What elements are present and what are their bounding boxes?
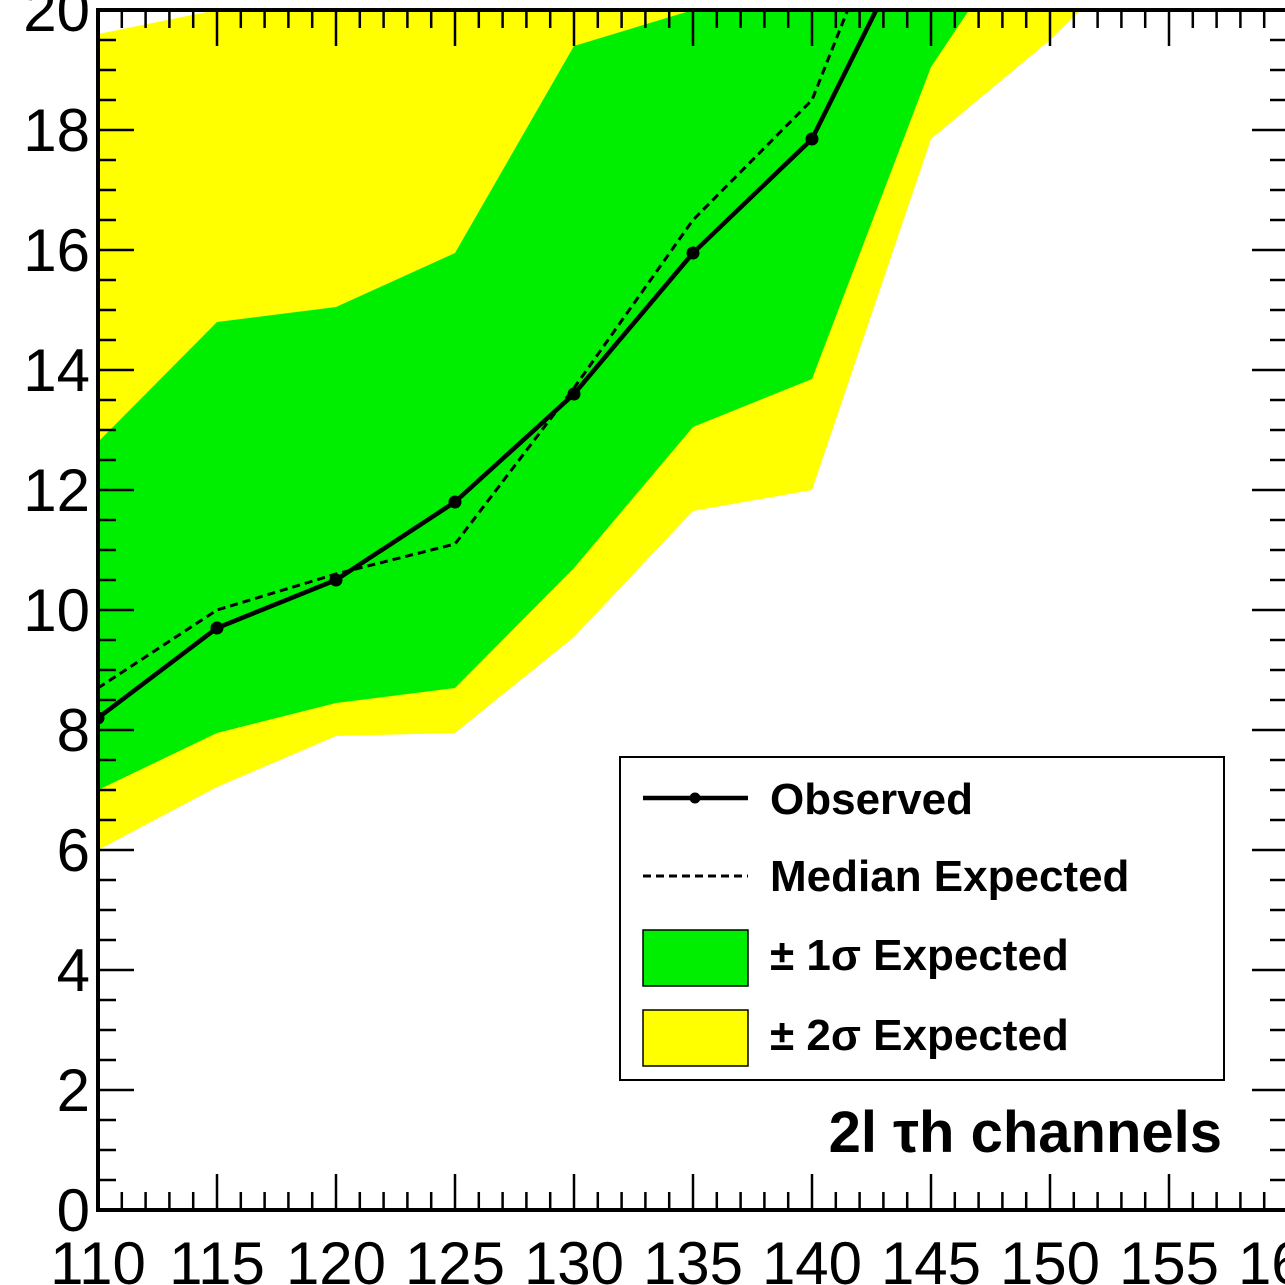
x-tick-label: 145: [881, 1230, 981, 1285]
y-tick-label: 10: [23, 577, 90, 644]
y-tick-label: 18: [23, 97, 90, 164]
y-tick-label: 4: [57, 937, 90, 1004]
x-tick-label: 120: [286, 1230, 386, 1285]
x-tick-label: 160: [1238, 1230, 1285, 1285]
legend-2sigma-label: ± 2σ Expected: [770, 1011, 1069, 1060]
legend-1sigma-swatch: [642, 929, 749, 987]
x-tick-label: 140: [762, 1230, 862, 1285]
band-1sigma: [98, 10, 970, 790]
x-tick-label: 110: [50, 1230, 146, 1285]
plot-frame: [96, 8, 1285, 1212]
legend-observed-marker: [689, 792, 701, 804]
y-tick-label: 8: [57, 697, 90, 764]
x-tick-label: 125: [405, 1230, 505, 1285]
median-expected-line: [98, 10, 850, 690]
x-tick-label: 130: [524, 1230, 624, 1285]
observed-point: [329, 573, 343, 587]
x-tick-label: 150: [1000, 1230, 1100, 1285]
y-tick-label: 16: [23, 217, 90, 284]
x-tick-label: 155: [1119, 1230, 1219, 1285]
y-tick-label: 2: [57, 1057, 90, 1124]
observed-line: [98, 10, 879, 720]
legend-1sigma-label: ± 1σ Expected: [770, 931, 1069, 980]
x-tick-label: 135: [643, 1230, 743, 1285]
x-tick-labels: 110 115 120 125 130 135 140 145 150 155 160: [50, 1230, 1285, 1285]
observed-point: [567, 387, 581, 401]
axis-ticks: [96, 8, 1285, 1212]
y-tick-label: 12: [23, 457, 90, 524]
y-tick-label: 20: [23, 0, 90, 44]
channel-annotation: 2l τh channels: [829, 1100, 1222, 1165]
y-tick-label: 6: [57, 817, 90, 884]
observed-point: [686, 246, 700, 260]
legend: Observed Median Expected ± 1σ Expected ±…: [619, 756, 1225, 1081]
legend-observed-label: Observed: [770, 775, 973, 824]
observed-point: [448, 495, 462, 509]
x-tick-label: 115: [169, 1230, 265, 1285]
observed-point: [210, 621, 224, 635]
legend-2sigma-swatch: [642, 1009, 749, 1067]
plot-area: [98, 10, 1081, 850]
y-tick-labels: 0 2 4 6 8 10 12 14 16 18 20: [23, 0, 90, 1244]
legend-median-label: Median Expected: [770, 852, 1129, 901]
observed-point: [805, 132, 819, 146]
y-tick-label: 14: [23, 337, 90, 404]
y-tick-label: 0: [57, 1177, 90, 1244]
